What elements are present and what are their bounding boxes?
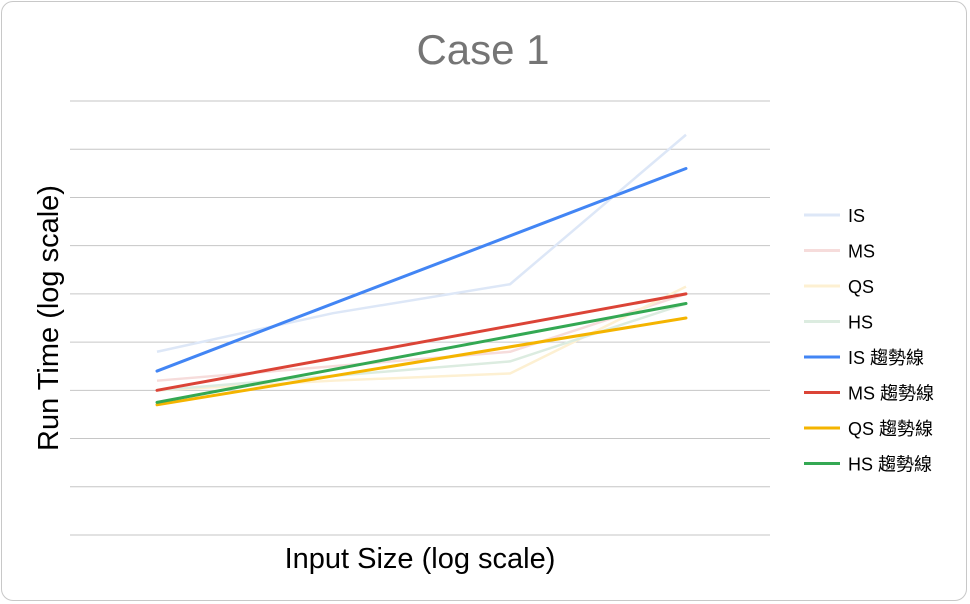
legend-item-hs-trend: HS 趨勢線	[804, 455, 932, 475]
chart-title: Case 1	[416, 26, 549, 73]
legend-item-ms-trend: MS 趨勢線	[804, 384, 934, 404]
legend-item-hs: HS	[804, 313, 873, 333]
trend-line-qs	[155, 316, 688, 407]
trend-lines	[155, 167, 688, 407]
legend: IS MS QS HS IS 趨勢線 MS 趨勢線 QS 趨勢線 HS 趨勢線	[804, 206, 934, 475]
trend-line-ms	[155, 292, 688, 392]
series-line-is	[156, 133, 687, 353]
legend-label: MS 趨勢線	[848, 384, 934, 404]
trend-line-hs	[155, 302, 688, 404]
legend-label: IS 趨勢線	[848, 348, 924, 368]
legend-item-is-trend: IS 趨勢線	[804, 348, 924, 368]
legend-label: MS	[848, 242, 875, 262]
y-axis-label: Run Time (log scale)	[33, 185, 65, 451]
x-axis-label: Input Size (log scale)	[285, 543, 556, 575]
legend-label: HS 趨勢線	[848, 455, 932, 475]
legend-label: QS	[848, 277, 874, 297]
gridlines	[70, 100, 770, 536]
legend-label: IS	[848, 206, 865, 226]
legend-item-ms: MS	[804, 242, 875, 262]
legend-item-qs-trend: QS 趨勢線	[804, 419, 933, 439]
legend-item-is: IS	[804, 206, 865, 226]
legend-item-qs: QS	[804, 277, 874, 297]
legend-label: HS	[848, 313, 873, 333]
trend-line-is	[155, 167, 688, 373]
legend-label: QS 趨勢線	[848, 419, 933, 439]
